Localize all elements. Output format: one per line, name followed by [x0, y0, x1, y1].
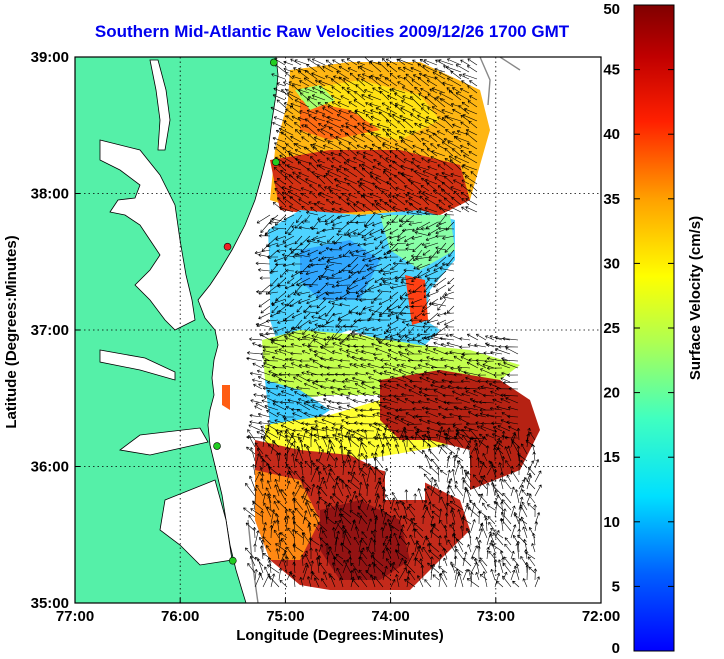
colorbar-tick-label: 40 — [603, 126, 620, 143]
colorbar-tick-label: 10 — [603, 514, 620, 531]
radar-stations — [213, 58, 280, 565]
lon-tick-label: 74:00 — [371, 608, 409, 625]
lon-tick-label: 73:00 — [477, 608, 515, 625]
latitude-ticks: 35:00 36:00 37:00 38:00 39:00 — [31, 49, 80, 612]
map-title: Southern Mid-Atlantic Raw Velocities 200… — [94, 22, 570, 41]
graticule — [75, 57, 601, 603]
radar-station-marker — [272, 158, 280, 166]
colorbar-tick-label: 45 — [603, 62, 620, 79]
colorbar-tick-label: 20 — [603, 385, 620, 402]
colorbar-tick-label: 0 — [612, 640, 620, 657]
lon-tick-label: 77:00 — [56, 608, 94, 625]
radar-station-marker — [213, 442, 221, 450]
velocity-vectors — [243, 57, 542, 588]
radar-station-marker — [229, 556, 237, 565]
x-axis-label: Longitude (Degrees:Minutes) — [236, 627, 444, 644]
radar-station-marker — [270, 58, 278, 67]
colorbar-tick-label: 30 — [603, 255, 620, 272]
lon-tick-label: 75:00 — [266, 608, 304, 625]
colorbar-tick-label: 50 — [603, 1, 620, 18]
colorbar-tick-label: 15 — [603, 449, 620, 466]
lon-tick-label: 72:00 — [582, 608, 620, 625]
lat-tick-label: 39:00 — [31, 49, 69, 66]
chesapeake-bay — [99, 139, 196, 331]
colorbar-tick-label: 25 — [603, 320, 620, 337]
lat-tick-label: 35:00 — [31, 595, 69, 612]
albemarle-sound — [119, 427, 209, 456]
vector-arrows-path — [243, 57, 542, 588]
colorbar-tick-label: 35 — [603, 191, 620, 208]
pamlico-sound — [159, 479, 233, 566]
lat-tick-label: 36:00 — [31, 459, 69, 476]
bay-tributary-north — [149, 59, 171, 151]
longitude-ticks: 77:00 76:00 75:00 74:00 73:00 72:00 — [56, 598, 620, 625]
lat-tick-label: 38:00 — [31, 186, 69, 203]
bay-tributary-south — [99, 349, 176, 381]
colorbar-label: Surface Velocity (cm/s) — [687, 216, 704, 380]
y-axis-label: Latitude (Degrees:Minutes) — [3, 235, 20, 428]
lon-tick-label: 76:00 — [161, 608, 199, 625]
radar-station-marker — [223, 242, 232, 251]
lat-tick-label: 37:00 — [31, 322, 69, 339]
colorbar-tick-label: 5 — [612, 578, 620, 595]
colorbar-ticks: 0 5 10 15 20 25 30 35 40 45 50 — [603, 1, 674, 657]
